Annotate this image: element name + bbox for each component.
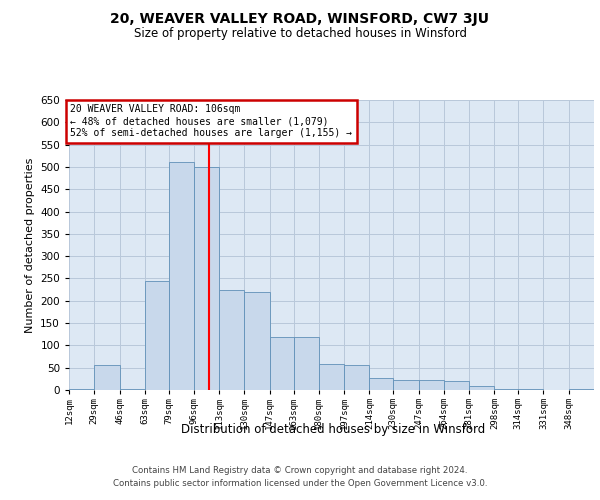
Text: 20 WEAVER VALLEY ROAD: 106sqm
← 48% of detached houses are smaller (1,079)
52% o: 20 WEAVER VALLEY ROAD: 106sqm ← 48% of d…: [70, 104, 352, 138]
Bar: [370, 378, 393, 390]
Bar: [169, 162, 194, 390]
Bar: [419, 380, 444, 390]
Bar: [569, 389, 594, 390]
Text: Distribution of detached houses by size in Winsford: Distribution of detached houses by size …: [181, 422, 485, 436]
Bar: [145, 280, 169, 390]
Bar: [94, 364, 119, 390]
Text: Size of property relative to detached houses in Winsford: Size of property relative to detached ho…: [133, 28, 467, 40]
Text: Contains HM Land Registry data © Crown copyright and database right 2024.: Contains HM Land Registry data © Crown c…: [132, 466, 468, 475]
Bar: [244, 292, 270, 390]
Bar: [270, 338, 293, 390]
Text: Contains public sector information licensed under the Open Government Licence v3: Contains public sector information licen…: [113, 479, 487, 488]
Bar: [319, 364, 344, 390]
Bar: [393, 380, 419, 390]
Bar: [469, 386, 494, 390]
Y-axis label: Number of detached properties: Number of detached properties: [25, 158, 35, 332]
Bar: [219, 290, 244, 390]
Text: 20, WEAVER VALLEY ROAD, WINSFORD, CW7 3JU: 20, WEAVER VALLEY ROAD, WINSFORD, CW7 3J…: [110, 12, 490, 26]
Bar: [444, 381, 469, 390]
Bar: [194, 167, 219, 390]
Bar: [344, 364, 370, 390]
Bar: [518, 389, 544, 390]
Bar: [69, 389, 94, 390]
Bar: [293, 338, 319, 390]
Bar: [119, 389, 145, 390]
Bar: [494, 389, 518, 390]
